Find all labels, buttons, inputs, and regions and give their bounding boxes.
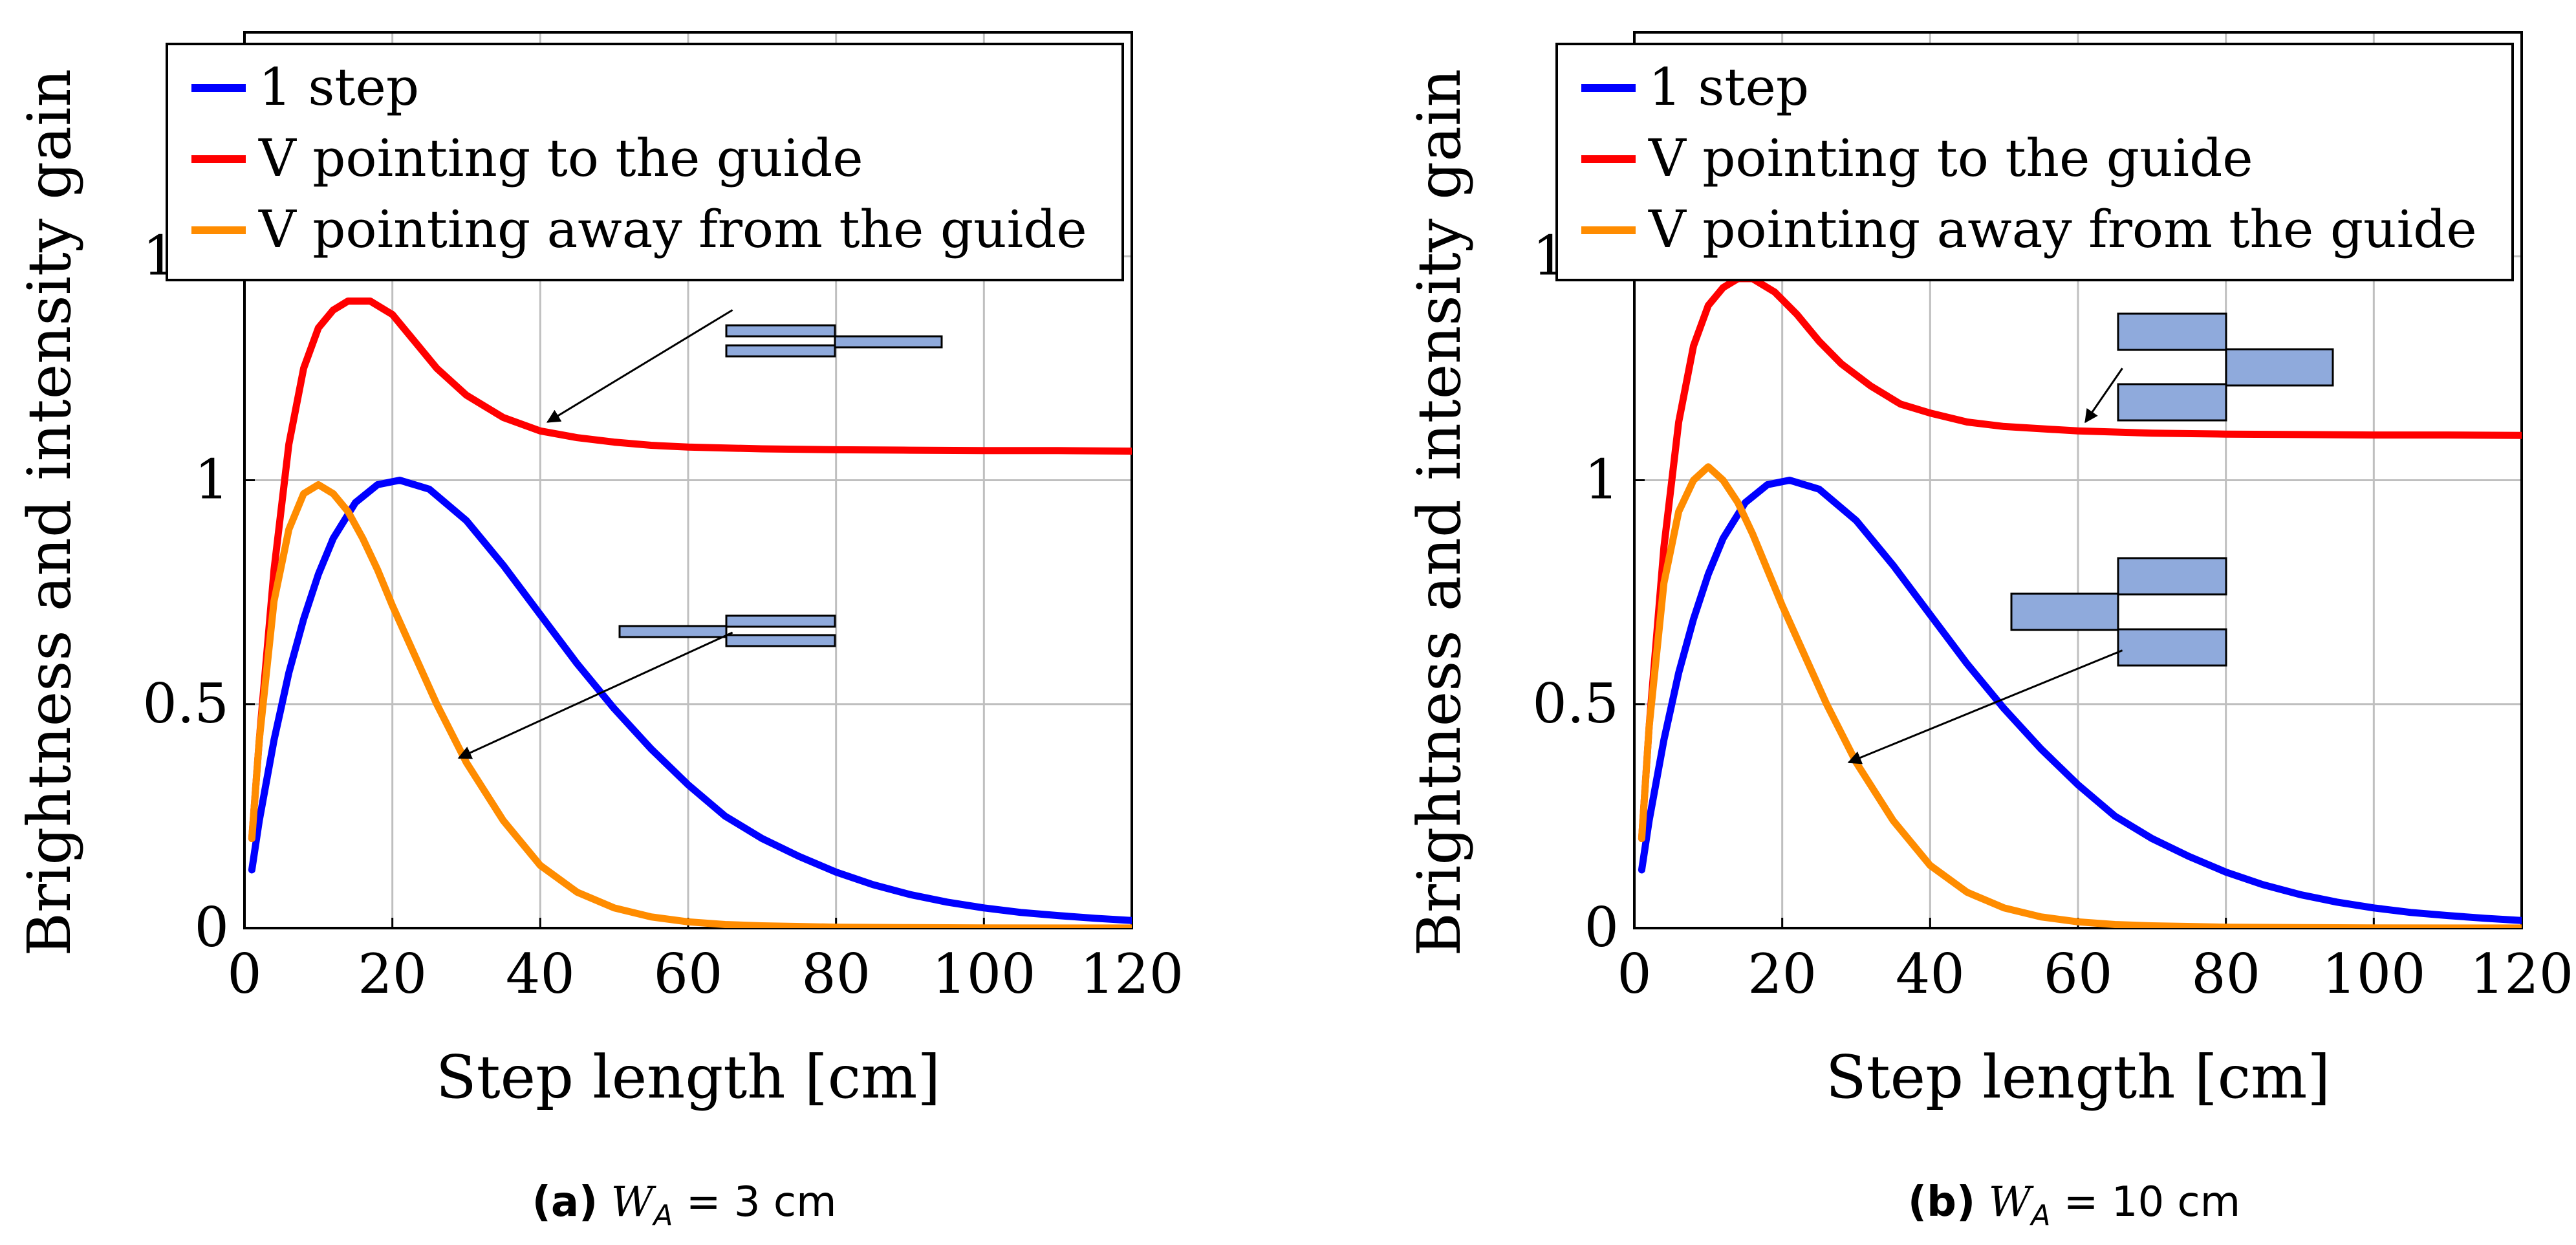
guide-shape (2117, 312, 2227, 351)
x-tick-label: 40 (1896, 942, 1965, 1006)
guide-shape (2010, 592, 2119, 631)
annotation-arrow (457, 631, 733, 759)
caption-value: = 3 cm (686, 1178, 837, 1226)
series-line-2 (248, 481, 1132, 928)
legend-box (1555, 43, 2514, 281)
caption-symbol: W (611, 1178, 654, 1226)
guide-shape (618, 625, 728, 638)
series-line-2 (1638, 463, 2522, 928)
x-tick-label: 0 (1617, 942, 1651, 1006)
y-tick-label: 0 (1585, 896, 1619, 959)
series-line-0 (1638, 477, 2522, 924)
caption-panel-b: (b) WA = 10 cm (1908, 1178, 2240, 1232)
annotation-arrow (2084, 367, 2123, 424)
x-tick-label: 100 (2322, 942, 2425, 1006)
x-tick-label: 20 (358, 942, 427, 1006)
caption-tag: (a) (532, 1178, 598, 1226)
caption-value: = 10 cm (2063, 1178, 2241, 1226)
annotation-arrow (546, 309, 733, 423)
x-tick-label: 80 (2191, 942, 2260, 1006)
legend: 1 step V pointing to the guide V pointing … (1555, 43, 2514, 281)
guide-shape (725, 324, 836, 338)
guide-shape (834, 335, 943, 349)
legend-label: V pointing away from the guide (258, 199, 1087, 259)
x-tick-label: 20 (1748, 942, 1817, 1006)
x-tick-label: 100 (932, 942, 1035, 1006)
x-axis-label: Step length [cm] (436, 1043, 941, 1112)
y-axis-label: Brightness and intensity gain (15, 69, 84, 956)
annotation-arrow (1847, 649, 2123, 764)
legend-label: 1 step (259, 57, 419, 117)
y-tick-label: 0 (195, 896, 229, 959)
caption-tag: (b) (1907, 1178, 1976, 1226)
series-line-0 (248, 477, 1132, 924)
guide-shape (725, 344, 836, 358)
y-tick-label: 1 (1585, 448, 1619, 512)
x-tick-label: 120 (1080, 942, 1184, 1006)
y-axis-label: Brightness and intensity gain (1405, 69, 1474, 956)
y-tick-label: 0.5 (1532, 672, 1619, 735)
guide-shape (2117, 383, 2227, 422)
x-tick-label: 60 (2044, 942, 2113, 1006)
x-tick-label: 80 (801, 942, 871, 1006)
caption-subscript: A (2031, 1199, 2051, 1232)
guide-shape (2225, 348, 2334, 387)
y-tick-label: 0.5 (142, 672, 229, 735)
x-tick-label: 60 (654, 942, 723, 1006)
guide-shape (725, 614, 836, 628)
x-tick-label: 120 (2470, 942, 2573, 1006)
series-line-1 (248, 298, 1132, 842)
guide-shape (2117, 628, 2227, 667)
x-axis-label: Step length [cm] (1826, 1043, 2331, 1112)
legend-label: V pointing to the guide (258, 128, 863, 188)
legend: 1 step V pointing to the guide V pointing … (166, 43, 1124, 281)
legend-label: 1 step (1649, 57, 1809, 117)
legend-box (166, 43, 1124, 281)
x-tick-label: 0 (227, 942, 261, 1006)
legend-label: V pointing to the guide (1648, 128, 2253, 188)
caption-subscript: A (653, 1199, 673, 1232)
x-tick-label: 40 (506, 942, 575, 1006)
guide-shape (725, 634, 836, 647)
caption-symbol: W (1988, 1178, 2031, 1226)
guide-shape (2117, 557, 2227, 596)
series-line-1 (1638, 275, 2522, 842)
legend-label: V pointing away from the guide (1648, 199, 2477, 259)
caption-panel-a: (a) WA = 3 cm (532, 1178, 837, 1232)
y-tick-label: 1 (195, 448, 229, 512)
